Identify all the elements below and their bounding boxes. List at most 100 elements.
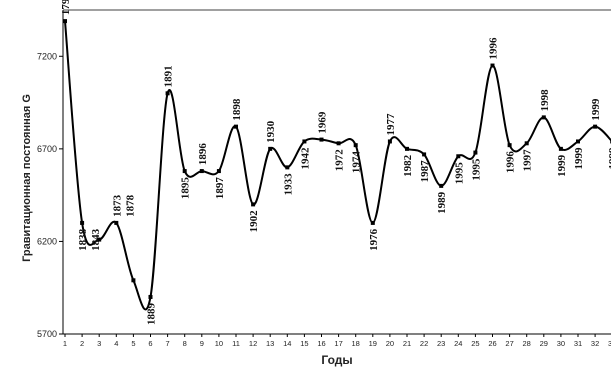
x-tick-label: 15	[300, 339, 308, 348]
data-point	[405, 146, 409, 151]
data-point	[439, 183, 444, 188]
point-year-label: 1999	[590, 98, 602, 121]
point-year-label: 1933	[282, 173, 294, 196]
point-year-label: 1898	[231, 98, 243, 121]
data-point	[541, 115, 546, 120]
point-year-label: 1995	[470, 158, 482, 181]
data-point	[387, 139, 392, 144]
y-tick-label: 6200	[37, 236, 57, 246]
data-point	[422, 152, 427, 157]
point-year-label: 1902	[248, 210, 260, 233]
point-year-label: 1838	[77, 228, 89, 251]
data-point	[199, 169, 204, 174]
x-tick-label: 11	[232, 339, 240, 348]
point-year-label: 1843	[90, 228, 102, 251]
x-tick-label: 19	[369, 339, 377, 348]
point-year-label: 1996	[488, 37, 500, 60]
point-year-label: 1999	[573, 147, 585, 170]
x-tick-label: 2	[80, 339, 84, 348]
x-tick-label: 18	[352, 339, 360, 348]
x-tick-label: 20	[386, 339, 394, 348]
y-tick-label: 6700	[37, 144, 57, 154]
data-point	[131, 278, 136, 283]
point-year-label: 1982	[402, 154, 414, 177]
point-year-label: 1895	[180, 177, 192, 200]
x-tick-label: 16	[317, 339, 325, 348]
data-point	[63, 19, 67, 24]
point-year-label: 1997	[522, 149, 534, 172]
x-tick-label: 22	[420, 339, 428, 348]
point-annotations: 1798 1838 1843 1873 1878 1889 1891 1895 1896 1897…	[60, 0, 611, 325]
data-points	[63, 19, 611, 299]
x-axis-title: Годы	[321, 353, 352, 367]
y-axis-title: Гравитационная постоянная G	[21, 94, 33, 262]
data-point	[97, 237, 102, 242]
point-year-label: 1999	[607, 147, 611, 170]
data-point	[370, 220, 375, 225]
data-point	[234, 124, 238, 129]
x-tick-label: 12	[249, 339, 257, 348]
data-point	[524, 141, 529, 146]
data-point	[268, 146, 273, 151]
x-tick-label: 17	[334, 339, 342, 348]
point-year-label: 1969	[317, 111, 329, 134]
x-tick-label: 3	[97, 339, 101, 348]
point-year-label: 1930	[265, 120, 277, 143]
point-year-label: 1897	[214, 177, 226, 200]
data-point	[285, 165, 290, 170]
x-tick-label: 6	[148, 339, 152, 348]
point-year-label: 1798	[60, 0, 72, 15]
data-point	[80, 220, 85, 225]
point-year-label: 1977	[385, 113, 397, 136]
data-point	[319, 137, 324, 142]
x-ticks: 1 2 3 4 5 6 7 8 9 10 11 12 13 14 15 16 17 18 19 20 21 22 23 24 2…	[63, 334, 611, 348]
data-point	[593, 124, 598, 129]
x-tick-label: 10	[215, 339, 223, 348]
data-point	[507, 143, 512, 148]
x-tick-label: 23	[437, 339, 445, 348]
point-year-label: 1995	[453, 162, 465, 185]
y-tick-label: 7200	[37, 51, 57, 61]
x-tick-label: 33	[608, 339, 611, 348]
point-year-label: 1974	[351, 151, 363, 174]
point-year-label: 1889	[146, 302, 158, 325]
x-tick-label: 26	[488, 339, 496, 348]
point-year-label: 1976	[368, 228, 380, 251]
point-year-label: 1891	[163, 65, 175, 87]
data-point	[456, 154, 461, 159]
x-tick-label: 1	[63, 339, 67, 348]
point-year-label: 1873	[111, 194, 123, 217]
x-tick-label: 30	[557, 339, 565, 348]
data-point	[114, 220, 119, 225]
x-tick-label: 14	[283, 339, 291, 348]
data-point	[148, 294, 153, 299]
point-year-label: 1989	[436, 191, 448, 214]
x-tick-label: 5	[131, 339, 135, 348]
x-tick-label: 28	[523, 339, 531, 348]
x-tick-label: 13	[266, 339, 274, 348]
data-point	[353, 143, 358, 148]
x-tick-label: 27	[505, 339, 513, 348]
data-point	[182, 169, 187, 174]
data-point	[558, 146, 563, 151]
data-point	[302, 139, 307, 144]
point-year-label: 1972	[334, 149, 346, 172]
point-year-label: 1987	[419, 160, 431, 183]
point-year-label: 1996	[505, 151, 517, 174]
x-tick-label: 21	[403, 339, 411, 348]
data-point	[251, 202, 256, 207]
x-tick-label: 9	[200, 339, 204, 348]
x-tick-label: 7	[166, 339, 170, 348]
data-point	[490, 63, 495, 68]
y-ticks: 5700 6200 6700 7200	[37, 51, 63, 339]
data-point	[216, 169, 221, 174]
x-tick-label: 4	[114, 339, 118, 348]
data-point	[576, 139, 580, 144]
x-tick-label: 29	[540, 339, 548, 348]
x-tick-label: 31	[574, 339, 582, 348]
point-year-label: 1999	[556, 154, 568, 177]
point-year-label: 1998	[539, 89, 551, 112]
y-tick-label: 5700	[37, 329, 57, 339]
x-tick-label: 25	[471, 339, 479, 348]
